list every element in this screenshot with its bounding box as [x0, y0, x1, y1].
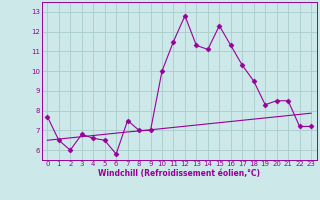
X-axis label: Windchill (Refroidissement éolien,°C): Windchill (Refroidissement éolien,°C) [98, 169, 260, 178]
